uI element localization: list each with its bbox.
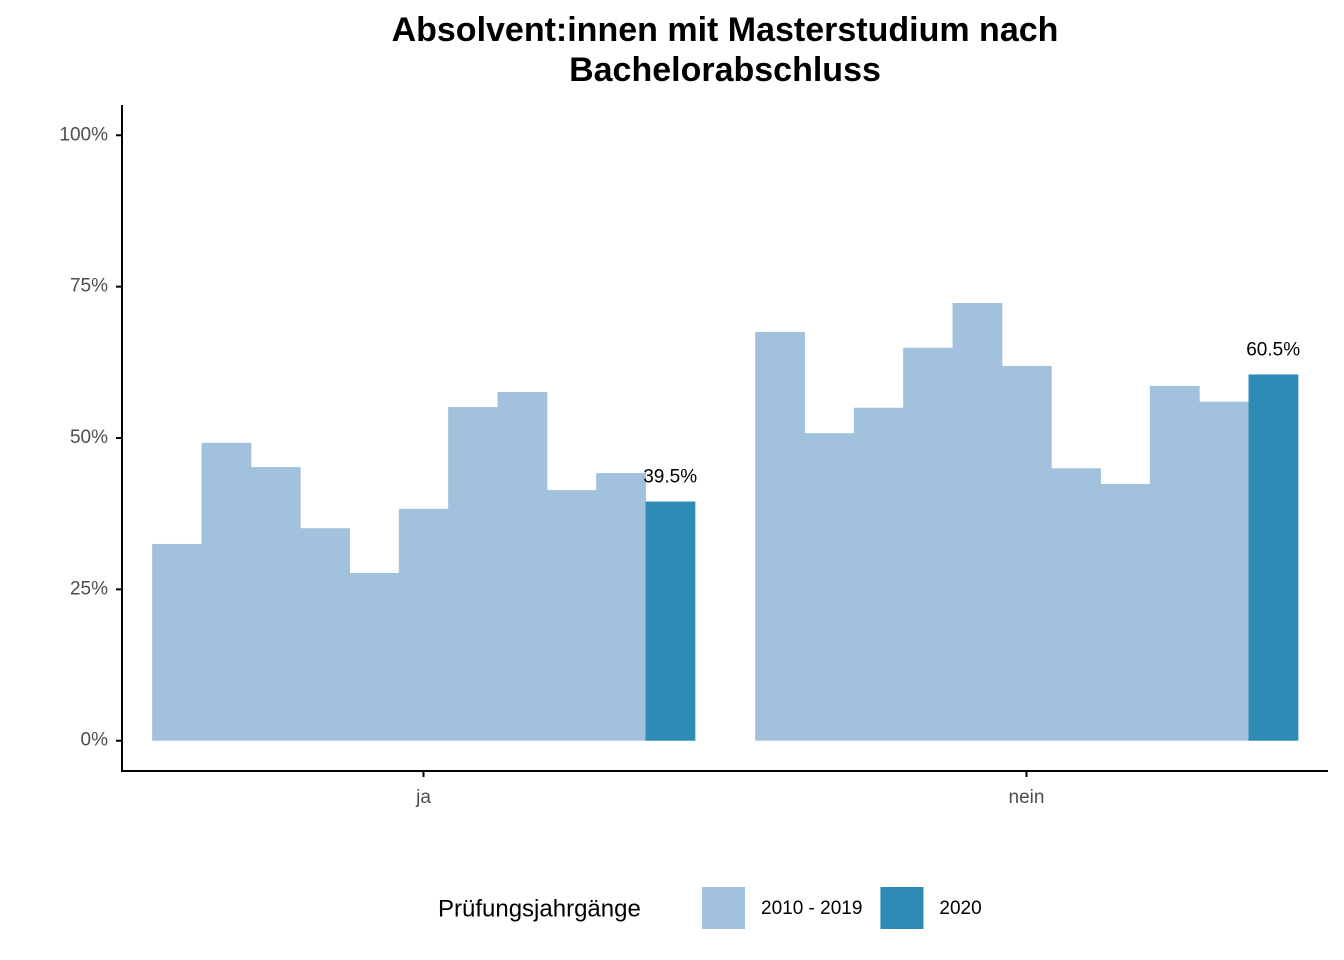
bar	[250, 467, 301, 741]
y-tick-label: 100%	[59, 124, 108, 145]
legend-label: 2010 - 2019	[761, 898, 862, 919]
bar	[546, 490, 597, 741]
legend-title: Prüfungsjahrgänge	[438, 895, 641, 922]
bar	[1199, 401, 1250, 741]
bar	[497, 391, 548, 741]
bar	[1100, 484, 1151, 741]
bar	[853, 407, 904, 741]
bar	[349, 573, 400, 741]
value-label: 60.5%	[1246, 339, 1300, 360]
y-tick-label: 0%	[81, 730, 109, 751]
y-tick-label: 50%	[70, 427, 108, 448]
bar	[201, 442, 252, 741]
x-tick-label: nein	[1009, 787, 1045, 808]
value-label: 39.5%	[643, 467, 697, 488]
bar	[645, 501, 696, 741]
bar	[1248, 374, 1299, 741]
bar	[596, 473, 647, 741]
bar	[1001, 365, 1052, 741]
bar	[300, 528, 350, 741]
bar	[1149, 385, 1200, 741]
x-tick-label: ja	[415, 787, 431, 808]
bar	[804, 433, 855, 741]
bar	[755, 332, 805, 741]
bar	[152, 543, 202, 741]
legend-label: 2020	[939, 898, 981, 919]
y-tick-label: 75%	[70, 276, 108, 297]
legend-swatch	[880, 887, 924, 929]
bar	[903, 347, 953, 741]
bar	[1051, 468, 1102, 741]
bar	[398, 508, 449, 741]
chart-title: Absolvent:innen mit Masterstudium nach B…	[391, 11, 1059, 89]
bar	[448, 407, 499, 741]
y-tick-label: 25%	[70, 578, 108, 599]
bar	[952, 302, 1003, 741]
legend-swatch	[702, 887, 745, 929]
